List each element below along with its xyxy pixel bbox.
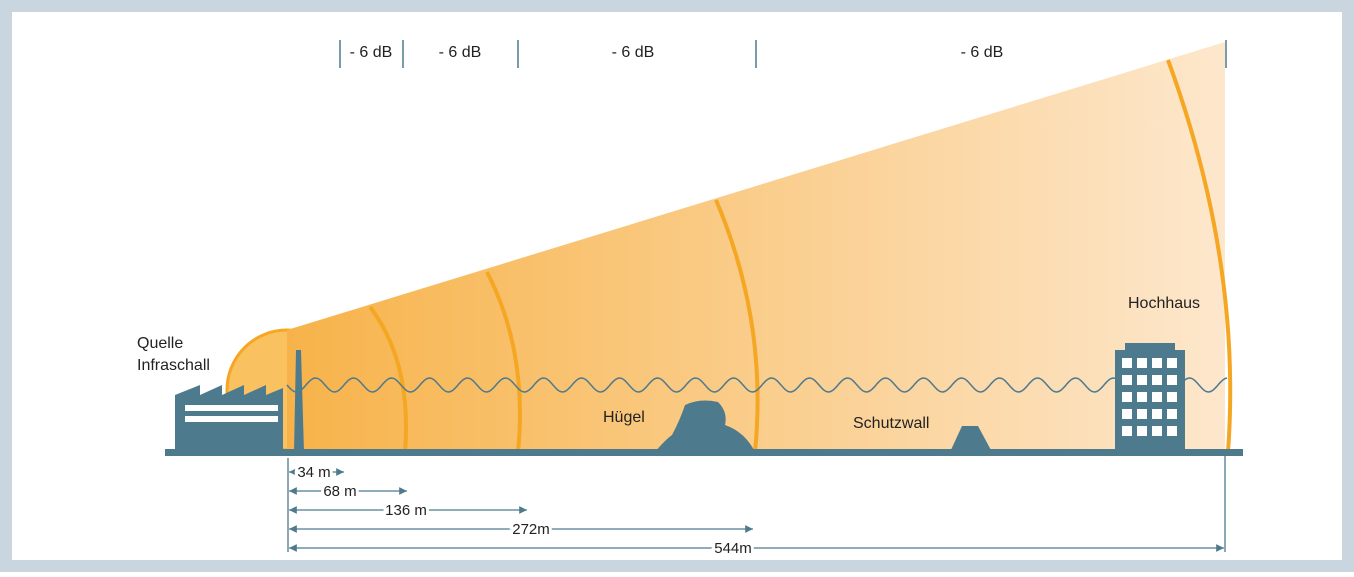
window: [1122, 392, 1132, 402]
db-label: - 6 dB: [439, 44, 482, 61]
window: [1167, 392, 1177, 402]
window: [1137, 392, 1147, 402]
db-label: - 6 dB: [350, 44, 393, 61]
distance-label: 68 m: [323, 483, 356, 500]
window: [1167, 426, 1177, 436]
window: [1167, 358, 1177, 368]
window: [1137, 358, 1147, 368]
wavefront: [368, 305, 408, 453]
distance-label: 34 m: [297, 464, 330, 481]
distance-label: 544m: [714, 540, 752, 557]
window: [1122, 375, 1132, 385]
window: [1152, 375, 1162, 385]
db-label: - 6 dB: [612, 44, 655, 61]
distance-label: 272m: [512, 521, 550, 538]
wavefront: [714, 199, 760, 453]
window: [1122, 426, 1132, 436]
window: [1122, 409, 1132, 419]
window: [1137, 409, 1147, 419]
source-label: Infraschall: [137, 357, 210, 374]
window: [1152, 426, 1162, 436]
window: [1152, 409, 1162, 419]
source-label: Quelle: [137, 335, 183, 352]
hill-label: Hügel: [603, 409, 645, 426]
hill: [655, 400, 755, 452]
wavefront: [485, 271, 522, 453]
window: [1137, 375, 1147, 385]
wavefront: [1166, 59, 1233, 453]
window: [1122, 358, 1132, 368]
window: [1152, 392, 1162, 402]
window: [185, 416, 278, 422]
infrasound-wave: [286, 377, 1228, 393]
factory-windows: [185, 405, 278, 422]
window: [1137, 426, 1147, 436]
highrise-label: Hochhaus: [1128, 295, 1200, 312]
distance-arrows: [287, 456, 1226, 552]
db-label: - 6 dB: [961, 44, 1004, 61]
window: [1167, 409, 1177, 419]
ground: [165, 449, 1243, 456]
distance-label: 136 m: [385, 502, 427, 519]
window: [185, 405, 278, 411]
building-windows: [1122, 358, 1177, 436]
window: [1152, 358, 1162, 368]
wall-label: Schutzwall: [853, 415, 929, 432]
wavefronts: [368, 59, 1233, 453]
protective-wall: [950, 426, 992, 452]
building-top: [1125, 343, 1175, 353]
chimney: [294, 350, 304, 452]
db-ticks: [339, 40, 1227, 68]
sound-cone: [287, 42, 1225, 452]
window: [1167, 375, 1177, 385]
